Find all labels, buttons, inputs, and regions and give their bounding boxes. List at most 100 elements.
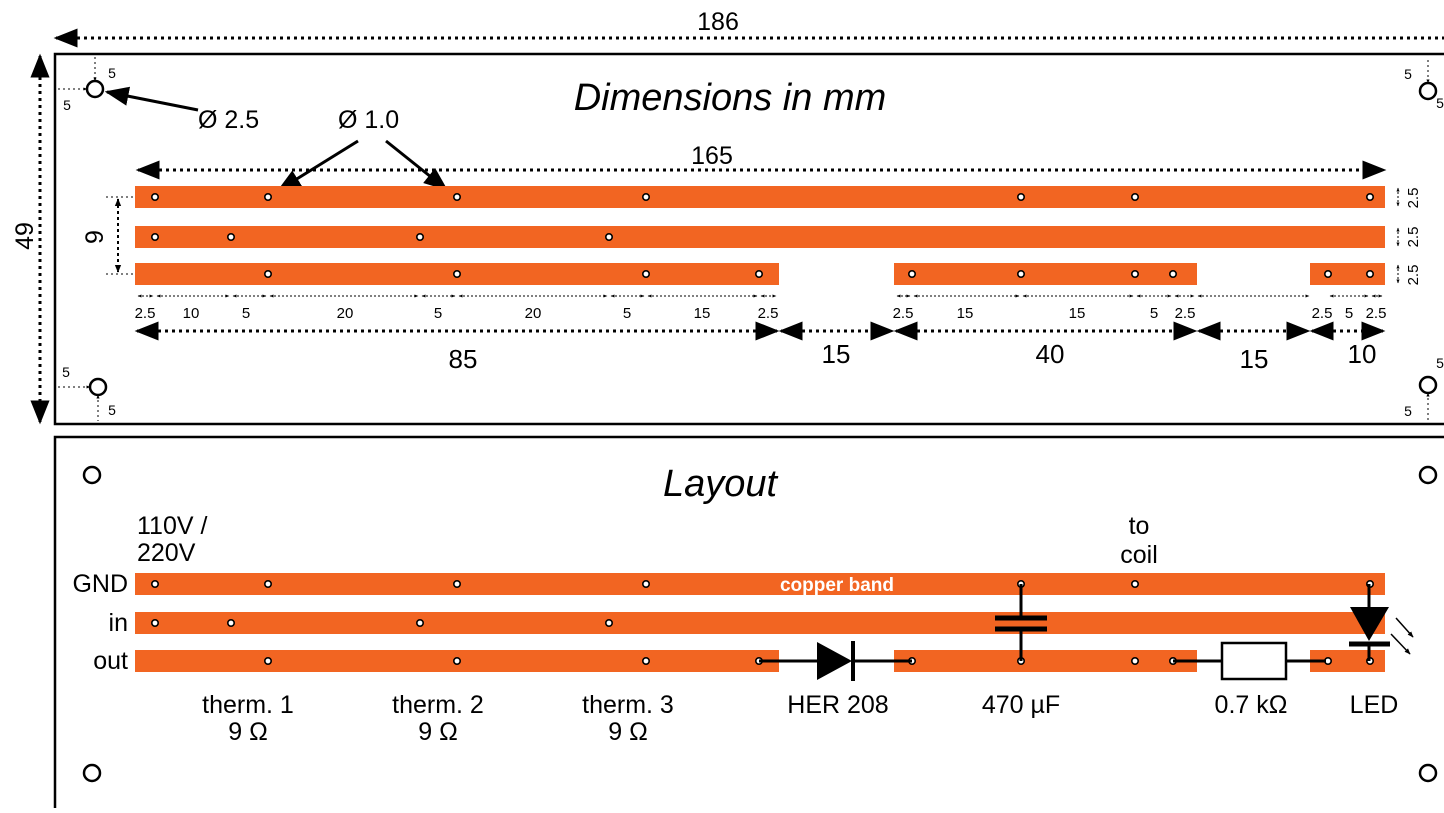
layout-title: Layout xyxy=(663,463,779,505)
corner-offset-br-x: 5 xyxy=(1436,355,1444,371)
segment-dim-15-b: 15 xyxy=(1240,344,1269,374)
drill-hole xyxy=(263,193,272,202)
corner-offset-tl-x: 5 xyxy=(63,97,71,113)
copper-band-label: copper band xyxy=(780,575,894,596)
corner-offset-tl-y: 5 xyxy=(108,65,116,81)
total-height-label: 49 xyxy=(11,222,39,250)
layout-mount-hole-top-left xyxy=(82,465,102,485)
drill-hole xyxy=(1131,579,1140,588)
drill-hole xyxy=(227,233,236,242)
drill-hole xyxy=(641,656,650,665)
drill-hole xyxy=(1366,269,1375,278)
component-label-therm-3: therm. 3 xyxy=(582,691,674,719)
led-symbol xyxy=(1349,584,1414,661)
drill-hole xyxy=(452,193,461,202)
drill-hole xyxy=(452,656,461,665)
dim-strip-row-1 xyxy=(135,186,1385,208)
component-label-led: LED xyxy=(1350,691,1399,719)
row-pitch-label: 9 xyxy=(81,230,109,244)
strip-width-label-1: 2.5 xyxy=(1405,188,1422,209)
component-label-therm-2: therm. 2 xyxy=(392,691,484,719)
small-dim-label: 15 xyxy=(957,305,974,322)
strip-width-label-2: 2.5 xyxy=(1405,227,1422,248)
total-width-label: 186 xyxy=(697,8,739,36)
layout-strip-in xyxy=(135,612,1385,634)
drill-hole xyxy=(151,233,160,242)
mount-hole-bottom-left xyxy=(88,377,108,397)
mount-hole-top-left xyxy=(85,79,105,99)
layout-mount-hole-top-right xyxy=(1418,465,1438,485)
small-dim-label: 15 xyxy=(694,305,711,322)
small-dim-label: 5 xyxy=(242,305,250,322)
dimension-drill-holes xyxy=(151,193,1375,278)
small-dim-label: 5 xyxy=(623,305,631,322)
row-label-gnd: GND xyxy=(72,570,128,598)
layout-strip-out-seg-2 xyxy=(894,650,1197,672)
layout-strips: copper band xyxy=(135,573,1385,672)
drill-hole xyxy=(452,579,461,588)
small-dim-label: 20 xyxy=(525,305,542,322)
corner-offset-marks: 5 5 5 5 5 5 5 5 xyxy=(58,57,1444,421)
dimensions-title: Dimensions in mm xyxy=(574,77,887,119)
coil-label-line-1: to xyxy=(1129,512,1150,540)
small-dim-label: 5 xyxy=(1150,305,1158,322)
corner-offset-br-y: 5 xyxy=(1404,403,1412,419)
layout-strip-gnd xyxy=(135,573,1385,595)
drill-hole-callout-arrow-1 xyxy=(276,139,359,192)
drill-hole xyxy=(151,193,160,202)
resistor-symbol xyxy=(1173,641,1326,681)
coil-label-line-2: coil xyxy=(1120,541,1158,569)
layout-panel-frame xyxy=(53,435,1444,808)
strip-width-dims: 2.5 2.5 2.5 xyxy=(1396,188,1422,285)
layout-mount-hole-bottom-right xyxy=(1418,763,1438,783)
drill-hole xyxy=(263,579,272,588)
small-dim-label: 5 xyxy=(434,305,442,322)
small-dim-label: 2.5 xyxy=(758,305,779,322)
drill-hole xyxy=(1016,269,1025,278)
drill-hole xyxy=(754,269,763,278)
drill-hole-diameter-label: Ø 1.0 xyxy=(338,106,399,134)
drill-hole xyxy=(1131,656,1140,665)
corner-offset-bl-x: 5 xyxy=(62,364,70,380)
dimensions-panel-frame xyxy=(53,52,1444,426)
small-dim-label: 2.5 xyxy=(1175,305,1196,322)
dim-strip-row-3-seg-3 xyxy=(1310,263,1385,285)
capacitor-symbol xyxy=(995,584,1047,661)
supply-label-line-2: 220V xyxy=(137,539,196,567)
drill-hole xyxy=(415,233,424,242)
small-dim-label: 2.5 xyxy=(893,305,914,322)
dimensions-panel: 186 49 Dimensions in mm 5 5 5 5 5 5 5 5 xyxy=(11,8,1444,426)
component-label-resistor: 0.7 kΩ xyxy=(1215,691,1288,719)
supply-label-line-1: 110V / xyxy=(137,512,207,540)
segment-dim-15-a: 15 xyxy=(822,339,851,369)
component-label-therm-1: therm. 1 xyxy=(202,691,294,719)
drill-hole xyxy=(151,579,160,588)
drill-hole xyxy=(1324,269,1333,278)
segment-dim-85: 85 xyxy=(449,344,478,374)
strip-length-label: 165 xyxy=(691,142,733,170)
drill-hole xyxy=(263,656,272,665)
drill-hole xyxy=(263,269,272,278)
drill-hole xyxy=(1366,193,1375,202)
drill-hole xyxy=(1016,193,1025,202)
dim-strip-row-2 xyxy=(135,226,1385,248)
small-dim-label: 20 xyxy=(337,305,354,322)
component-label-capacitor: 470 µF xyxy=(982,691,1060,719)
layout-mount-hole-bottom-left xyxy=(82,763,102,783)
mount-hole-top-right xyxy=(1418,81,1438,101)
component-label-diode: HER 208 xyxy=(787,691,888,719)
row-label-out: out xyxy=(93,647,128,675)
drill-hole xyxy=(1169,269,1178,278)
row-label-in: in xyxy=(109,609,128,637)
segment-dim-10: 10 xyxy=(1348,339,1377,369)
small-dim-label: 2.5 xyxy=(1312,305,1333,322)
small-dimension-chain: 2.5 10 5 20 5 20 5 15 2.5 2.5 15 15 5 2.5 2.5 5 2.5 xyxy=(135,294,1386,322)
segment-dim-40: 40 xyxy=(1036,339,1065,369)
drill-hole xyxy=(452,269,461,278)
mount-hole-diameter-label: Ø 2.5 xyxy=(198,106,259,134)
small-dim-label: 2.5 xyxy=(135,305,156,322)
drill-hole xyxy=(227,618,236,627)
segment-dimension-chain: 85 15 40 15 10 xyxy=(134,321,1386,374)
small-dim-label: 5 xyxy=(1345,305,1353,322)
